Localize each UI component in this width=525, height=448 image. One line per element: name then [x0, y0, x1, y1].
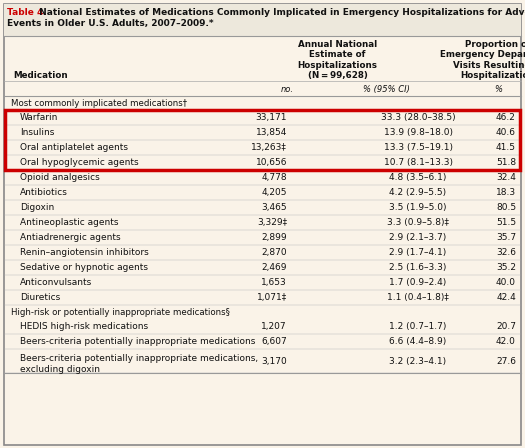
- Text: Renin–angiotensin inhibitors: Renin–angiotensin inhibitors: [20, 248, 149, 257]
- Text: Insulins: Insulins: [20, 128, 55, 137]
- Text: National Estimates of Medications Commonly Implicated in Emergency Hospitalizati: National Estimates of Medications Common…: [36, 8, 525, 17]
- Text: High-risk or potentially inappropriate medications§: High-risk or potentially inappropriate m…: [11, 307, 230, 316]
- Text: 3.2 (2.3–4.1): 3.2 (2.3–4.1): [390, 357, 447, 366]
- Text: Antibiotics: Antibiotics: [20, 188, 68, 197]
- Text: Table 4.: Table 4.: [7, 8, 47, 17]
- Text: Oral hypoglycemic agents: Oral hypoglycemic agents: [20, 158, 139, 167]
- Text: 4,778: 4,778: [261, 173, 287, 182]
- Text: 2,469: 2,469: [261, 263, 287, 272]
- Text: 4.8 (3.5–6.1): 4.8 (3.5–6.1): [390, 173, 447, 182]
- Text: 27.6: 27.6: [496, 357, 516, 366]
- Text: HEDIS high-risk medications: HEDIS high-risk medications: [20, 322, 148, 331]
- Text: Beers-criteria potentially inappropriate medications,: Beers-criteria potentially inappropriate…: [20, 354, 258, 363]
- Text: 6.6 (4.4–8.9): 6.6 (4.4–8.9): [390, 337, 447, 346]
- Text: Proportion of
Emergency Department
Visits Resulting in
Hospitalization: Proportion of Emergency Department Visit…: [439, 40, 525, 80]
- Text: 51.5: 51.5: [496, 218, 516, 227]
- Text: 42.0: 42.0: [496, 337, 516, 346]
- Text: Antiadrenergic agents: Antiadrenergic agents: [20, 233, 121, 242]
- Text: 35.7: 35.7: [496, 233, 516, 242]
- Text: 2.5 (1.6–3.3): 2.5 (1.6–3.3): [390, 263, 447, 272]
- Text: 1.1 (0.4–1.8)‡: 1.1 (0.4–1.8)‡: [387, 293, 449, 302]
- Text: Warfarin: Warfarin: [20, 113, 58, 122]
- Text: 13.3 (7.5–19.1): 13.3 (7.5–19.1): [383, 143, 453, 152]
- Text: 2,899: 2,899: [261, 233, 287, 242]
- Text: 32.4: 32.4: [496, 173, 516, 182]
- Text: 35.2: 35.2: [496, 263, 516, 272]
- Text: 33.3 (28.0–38.5): 33.3 (28.0–38.5): [381, 113, 455, 122]
- Text: 1.2 (0.7–1.7): 1.2 (0.7–1.7): [390, 322, 447, 331]
- Text: Opioid analgesics: Opioid analgesics: [20, 173, 100, 182]
- Text: % (95% CI): % (95% CI): [363, 85, 410, 94]
- Text: Beers-criteria potentially inappropriate medications: Beers-criteria potentially inappropriate…: [20, 337, 255, 346]
- Text: 10,656: 10,656: [256, 158, 287, 167]
- Text: Antineoplastic agents: Antineoplastic agents: [20, 218, 119, 227]
- Text: 6,607: 6,607: [261, 337, 287, 346]
- Text: 3.5 (1.9–5.0): 3.5 (1.9–5.0): [389, 203, 447, 212]
- Text: 46.2: 46.2: [496, 113, 516, 122]
- Text: no.: no.: [280, 85, 293, 94]
- Text: 2.9 (1.7–4.1): 2.9 (1.7–4.1): [390, 248, 447, 257]
- Text: 3,329‡: 3,329‡: [257, 218, 287, 227]
- Text: Most commonly implicated medications†: Most commonly implicated medications†: [11, 99, 187, 108]
- Text: 13.9 (9.8–18.0): 13.9 (9.8–18.0): [383, 128, 453, 137]
- Text: Annual National
Estimate of
Hospitalizations
(N = 99,628): Annual National Estimate of Hospitalizat…: [298, 40, 377, 80]
- Text: %: %: [494, 85, 502, 94]
- Text: 3.3 (0.9–5.8)‡: 3.3 (0.9–5.8)‡: [387, 218, 449, 227]
- Text: Medication: Medication: [13, 71, 68, 80]
- Text: 3,170: 3,170: [261, 357, 287, 366]
- Text: 1.7 (0.9–2.4): 1.7 (0.9–2.4): [390, 278, 447, 287]
- Text: excluding digoxin: excluding digoxin: [20, 365, 100, 374]
- Text: Oral antiplatelet agents: Oral antiplatelet agents: [20, 143, 128, 152]
- Text: 3,465: 3,465: [261, 203, 287, 212]
- Text: 20.7: 20.7: [496, 322, 516, 331]
- Text: 10.7 (8.1–13.3): 10.7 (8.1–13.3): [383, 158, 453, 167]
- Text: 41.5: 41.5: [496, 143, 516, 152]
- Text: Sedative or hypnotic agents: Sedative or hypnotic agents: [20, 263, 148, 272]
- Text: 4,205: 4,205: [261, 188, 287, 197]
- Text: Digoxin: Digoxin: [20, 203, 54, 212]
- Text: 40.6: 40.6: [496, 128, 516, 137]
- Text: 1,071‡: 1,071‡: [257, 293, 287, 302]
- Text: 2.9 (2.1–3.7): 2.9 (2.1–3.7): [390, 233, 447, 242]
- Text: 42.4: 42.4: [496, 293, 516, 302]
- Text: 51.8: 51.8: [496, 158, 516, 167]
- Text: Anticonvulsants: Anticonvulsants: [20, 278, 92, 287]
- Text: 13,854: 13,854: [256, 128, 287, 137]
- Text: 13,263‡: 13,263‡: [251, 143, 287, 152]
- Text: 40.0: 40.0: [496, 278, 516, 287]
- Text: 2,870: 2,870: [261, 248, 287, 257]
- Text: 4.2 (2.9–5.5): 4.2 (2.9–5.5): [390, 188, 447, 197]
- Text: 1,207: 1,207: [261, 322, 287, 331]
- Text: 33,171: 33,171: [256, 113, 287, 122]
- Text: 1,653: 1,653: [261, 278, 287, 287]
- Bar: [4, 4, 521, 36]
- Bar: [5, 110, 520, 170]
- Text: 80.5: 80.5: [496, 203, 516, 212]
- Text: 32.6: 32.6: [496, 248, 516, 257]
- Text: Events in Older U.S. Adults, 2007–2009.*: Events in Older U.S. Adults, 2007–2009.*: [7, 19, 214, 28]
- Text: 18.3: 18.3: [496, 188, 516, 197]
- Text: Diuretics: Diuretics: [20, 293, 60, 302]
